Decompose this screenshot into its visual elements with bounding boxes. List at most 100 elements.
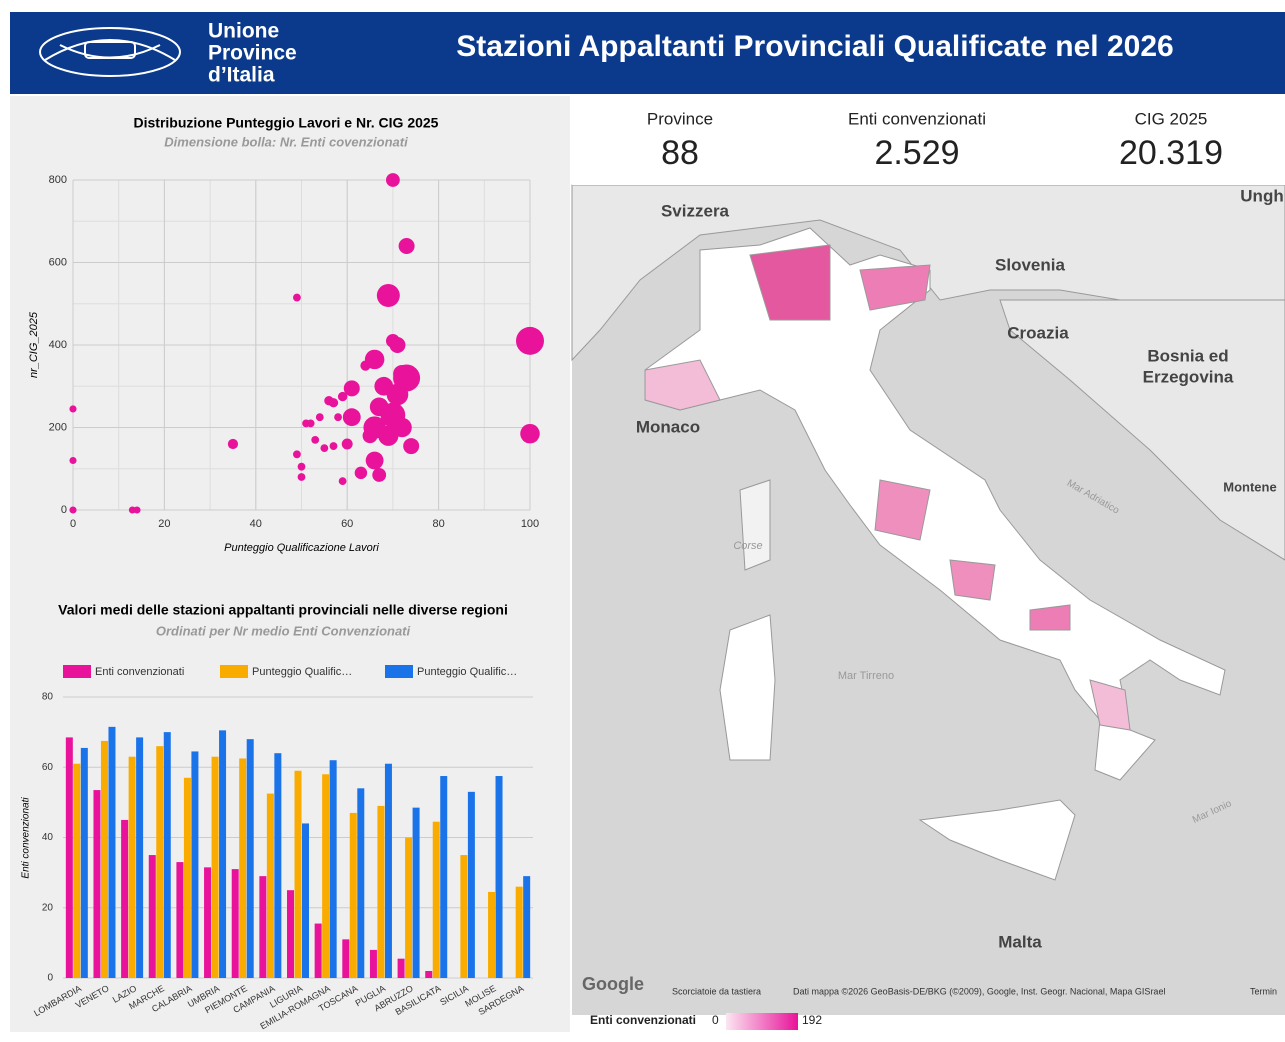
bar [488,892,495,978]
x-tick-label: 40 [250,518,262,530]
bubble [320,444,328,452]
bubble [311,436,319,444]
x-axis-label: Punteggio Qualificazione Lavori [224,542,379,554]
legend-label: Punteggio Qualific… [252,666,352,678]
bar [523,876,530,978]
chart-title: Valori medi delle stazioni appaltanti pr… [58,602,508,618]
bubble [293,294,301,302]
bubble [293,450,301,458]
bar [342,939,349,978]
logo-text: Province [208,42,297,65]
logo-text: Unione [208,20,279,43]
y-tick-label: 0 [61,504,67,516]
bar [468,792,475,978]
bar [267,794,274,978]
x-tick-label: 100 [521,518,539,530]
bubble [339,477,347,485]
bubble [334,413,342,421]
kpi-label: Province [647,109,713,128]
y-tick-label: 80 [42,692,54,703]
bubble [386,173,400,187]
map-label: Montene [1223,479,1276,494]
bubble [298,473,306,481]
bar [274,753,281,978]
x-tick-label: 20 [158,518,170,530]
bubble [366,452,384,470]
bubble [393,365,420,392]
bar [176,862,183,978]
bar [516,887,523,978]
bar [184,778,191,978]
bar [440,776,447,978]
bar [129,757,136,978]
bubble [69,457,76,464]
bubble [389,337,405,353]
bubble [372,468,386,482]
bar [398,959,405,978]
bubble [329,398,338,407]
bubble [298,463,306,471]
bar [136,737,143,978]
bubble [355,467,367,479]
legend-swatch [63,665,91,678]
bar [287,890,294,978]
dashboard: Unione Province d’Italia Stazioni Appalt… [0,0,1285,1037]
bar [405,838,412,979]
legend-label: Enti convenzionati [95,666,184,678]
map-label: Svizzera [661,201,730,220]
bar [73,764,80,978]
bubble [133,506,140,513]
map-label: Malta [998,932,1042,951]
chart-title: Distribuzione Punteggio Lavori e Nr. CIG… [134,115,439,131]
map-label: Monaco [636,417,700,436]
y-tick-label: 20 [42,902,54,913]
bar [108,727,115,978]
map-label: Slovenia [995,255,1065,274]
legend-swatch [385,665,413,678]
bar [370,950,377,978]
bubble [316,413,324,421]
map-label: Croazia [1007,323,1069,342]
bar [259,876,266,978]
bar [315,924,322,978]
bubble [365,350,384,369]
bar [295,771,302,978]
bar [93,790,100,978]
legend-label: Punteggio Qualific… [417,666,517,678]
bar [322,774,329,978]
map-label: Bosnia ed [1147,346,1228,365]
map-label: Ungh [1240,186,1283,205]
y-tick-label: 400 [49,339,67,351]
map-label: Mar Tirreno [838,670,894,682]
bar [101,741,108,978]
bar [350,813,357,978]
map-attribution: Dati mappa ©2026 GeoBasis-DE/BKG (©2009)… [793,986,1165,996]
bubble [69,405,76,412]
bar [149,855,156,978]
bar [413,808,420,978]
bubble [520,424,539,443]
map-label: Erzegovina [1143,367,1234,386]
y-tick-label: 60 [42,762,54,773]
bar [330,760,337,978]
bar [425,971,432,978]
bar [239,758,246,978]
bubble [307,419,315,427]
y-tick-label: 600 [49,256,67,268]
bar [460,855,467,978]
kpi-label: Enti convenzionati [848,109,986,128]
y-axis-label: Enti convenzionati [21,797,32,879]
y-tick-label: 200 [49,421,67,433]
x-tick-label: 0 [70,518,76,530]
bar [81,748,88,978]
x-tick-label: 80 [432,518,444,530]
legend-swatch [220,665,248,678]
chart-subtitle: Ordinati per Nr medio Enti Convenzionati [156,623,411,638]
bar [357,788,364,978]
bar [204,867,211,978]
bubble [344,380,360,396]
legend-max: 192 [802,1013,822,1027]
bubble [399,238,415,254]
map-shortcut: Scorciatoie da tastiera [672,986,761,996]
logo-text: d’Italia [208,64,275,87]
